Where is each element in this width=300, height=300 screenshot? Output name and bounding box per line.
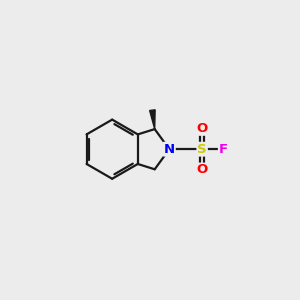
Text: N: N	[164, 143, 175, 156]
Text: F: F	[219, 143, 228, 156]
Text: O: O	[196, 122, 208, 135]
Polygon shape	[150, 110, 155, 129]
Text: O: O	[196, 164, 208, 176]
Text: S: S	[197, 143, 207, 156]
